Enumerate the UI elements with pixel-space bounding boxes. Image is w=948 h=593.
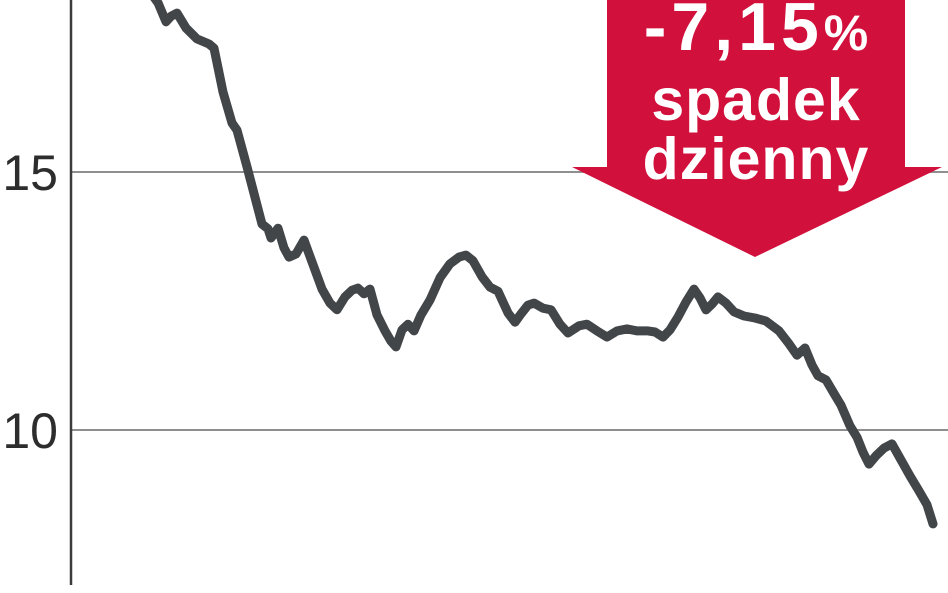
price-line [150, 0, 938, 529]
y-tick-label-15: 15 [2, 145, 58, 201]
decline-arrow-shape [572, 0, 942, 257]
y-tick-label-10: 10 [2, 403, 58, 459]
